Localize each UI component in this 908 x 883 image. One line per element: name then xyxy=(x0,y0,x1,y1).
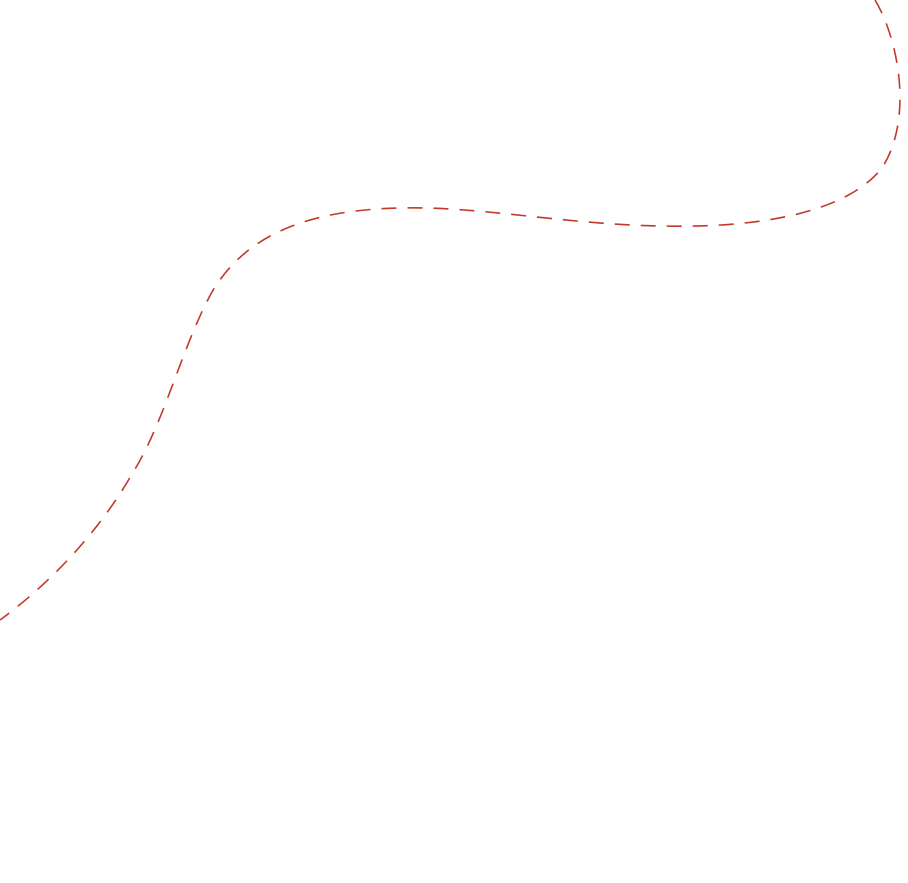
dashed-curve xyxy=(0,0,901,621)
